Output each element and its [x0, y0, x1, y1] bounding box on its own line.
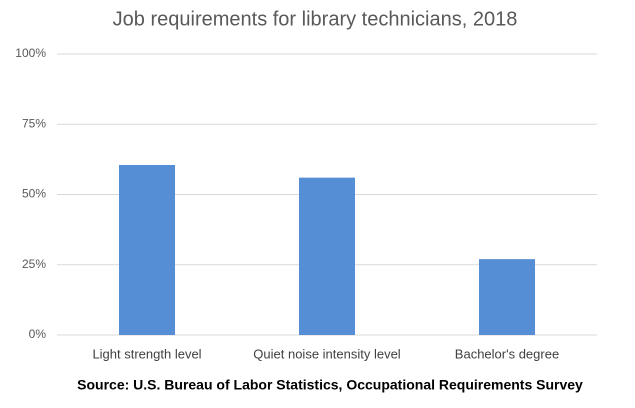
x-tick-label: Light strength level — [92, 346, 201, 361]
y-tick-label: 25% — [22, 257, 46, 271]
y-tick-label: 100% — [15, 46, 46, 60]
y-tick-label: 75% — [22, 116, 46, 130]
x-tick-label: Quiet noise intensity level — [253, 346, 401, 361]
bar — [119, 164, 175, 335]
x-tick-label: Bachelor's degree — [455, 346, 559, 361]
source-note: Source: U.S. Bureau of Labor Statistics,… — [77, 377, 583, 393]
bar — [299, 177, 355, 335]
bar — [479, 259, 535, 335]
y-tick-label: 50% — [22, 187, 46, 201]
y-tick-label: 0% — [29, 327, 47, 341]
chart-title: Job requirements for library technicians… — [113, 8, 518, 30]
